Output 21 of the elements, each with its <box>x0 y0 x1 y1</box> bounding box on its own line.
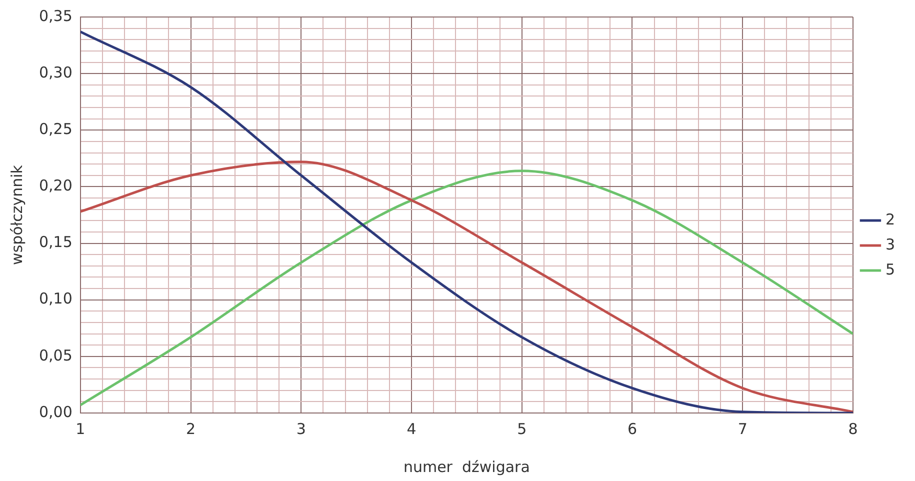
y-tick-label: 0,35 <box>38 6 72 25</box>
x-tick-label: 5 <box>517 420 527 438</box>
x-tick-label: 8 <box>848 420 858 438</box>
legend-label: 5 <box>885 260 896 278</box>
y-axis-title: współczynnik <box>8 164 26 265</box>
y-tick-label: 0,10 <box>38 290 72 308</box>
x-tick-label: 2 <box>186 420 196 438</box>
x-tick-label: 4 <box>406 420 416 438</box>
x-tick-label: 3 <box>296 420 306 438</box>
y-tick-label: 0,20 <box>38 176 72 195</box>
y-tick-label: 0,25 <box>38 120 72 138</box>
y-tick-label: 0,15 <box>38 233 72 252</box>
x-tick-label: 1 <box>76 420 86 438</box>
y-tick-label: 0,30 <box>38 63 72 82</box>
x-axis-title: numer dźwigara <box>403 458 530 476</box>
legend-label: 2 <box>885 210 896 228</box>
x-tick-label: 6 <box>627 420 637 438</box>
x-tick-label: 7 <box>738 420 748 438</box>
y-tick-label: 0,05 <box>38 346 72 364</box>
y-tick-label: 0,00 <box>38 402 72 421</box>
legend-label: 3 <box>885 235 896 254</box>
